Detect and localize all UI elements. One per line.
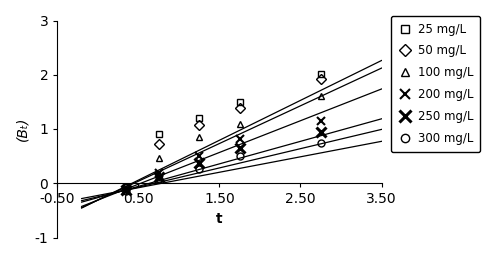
Y-axis label: (Bₜ): (Bₜ) (15, 117, 29, 141)
Legend: 25 mg/L, 50 mg/L, 100 mg/L, 200 mg/L, 250 mg/L, 300 mg/L: 25 mg/L, 50 mg/L, 100 mg/L, 200 mg/L, 25… (391, 16, 481, 152)
X-axis label: t: t (216, 212, 223, 226)
